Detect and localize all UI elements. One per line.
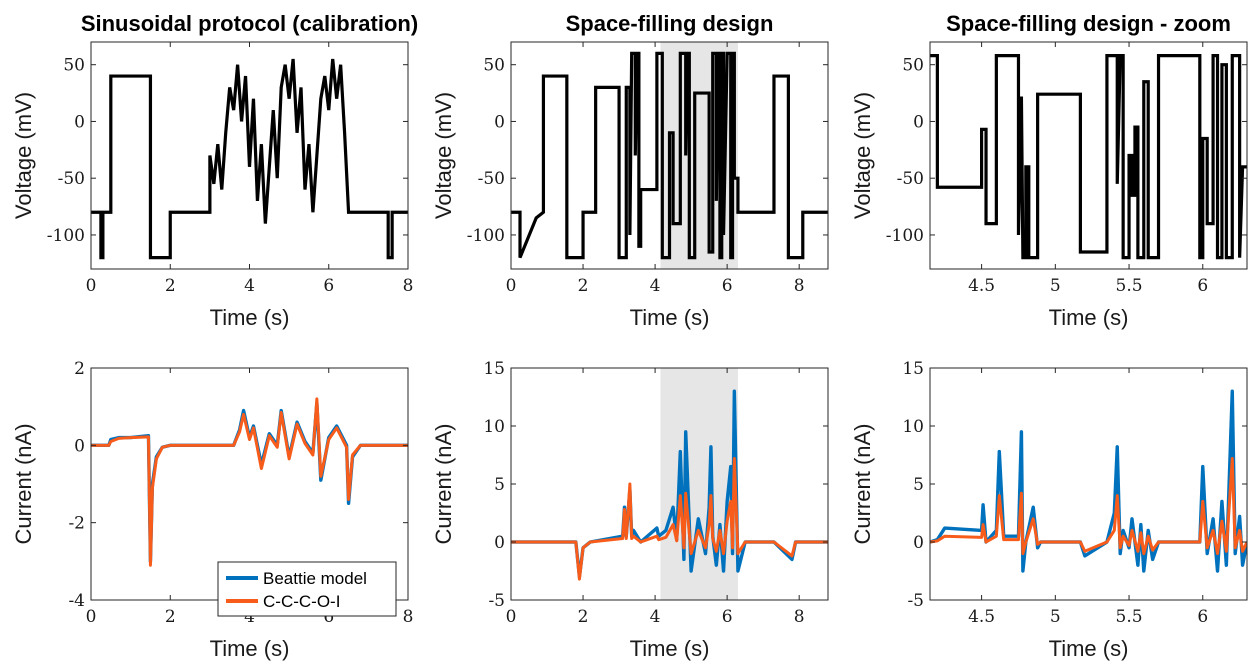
ccoi-trace — [91, 397, 408, 567]
ccoi-trace — [511, 456, 828, 581]
x-tick-label: 6 — [722, 276, 733, 296]
y-axis-label: Current (nA) — [850, 423, 875, 544]
y-tick-label: -5 — [907, 591, 924, 611]
plot-area — [930, 389, 1247, 573]
voltage-trace — [511, 51, 828, 260]
y-axis-label: Voltage (mV) — [11, 92, 36, 219]
y-tick-label: 15 — [902, 359, 924, 379]
x-axis-label: Time (s) — [210, 305, 290, 330]
chart-spacefilling-voltage: 0 2 4 6 8 -100 -50 0 50 Time (s) Voltage (mV) Space… — [431, 11, 829, 330]
chart-sinusoidal-voltage: 0 2 4 6 8 -100 -50 0 50 Time (s) Voltage (mV) Sinus… — [11, 11, 418, 330]
voltage-trace — [930, 54, 1247, 260]
y-tick-label: -2 — [68, 514, 85, 534]
y-tick-label: 5 — [494, 475, 505, 495]
y-tick-label: 0 — [494, 112, 505, 132]
voltage-trace — [91, 58, 408, 260]
axes-box — [929, 367, 1248, 601]
plot-area — [91, 397, 408, 567]
x-tick-label: 0 — [506, 276, 517, 296]
x-tick-label: 5 — [1050, 607, 1061, 627]
chart-zoom-voltage: 4.5 5 5.5 6 -100 -50 0 50 Time (s) Voltage (mV) Sp… — [850, 11, 1248, 330]
y-tick-label: -50 — [58, 169, 85, 189]
y-tick-label: 5 — [913, 475, 924, 495]
y-tick-label: 50 — [902, 56, 924, 76]
x-tick-label: 5.5 — [1116, 607, 1143, 627]
chart-sinusoidal-current: 0 2 4 6 8 -4 -2 0 2 Time (s) Current (nA) — [11, 359, 413, 661]
plot-area — [511, 389, 828, 581]
x-tick-label: 4 — [244, 276, 255, 296]
y-tick-label: 0 — [74, 436, 85, 456]
plot-area — [91, 58, 408, 260]
plot-area — [511, 51, 828, 260]
legend-entry-ccoi: C-C-C-O-I — [263, 592, 340, 611]
legend-entry-beattie: Beattie model — [263, 569, 367, 588]
y-tick-label: -4 — [68, 591, 85, 611]
x-tick-label: 4.5 — [968, 276, 995, 296]
x-tick-label: 4 — [650, 607, 661, 627]
x-tick-label: 5 — [1050, 276, 1061, 296]
x-tick-label: 4 — [650, 276, 661, 296]
legend-box — [217, 561, 397, 617]
chart-zoom-current: 4.5 5 5.5 6 -5 0 5 10 15 Time (s) Current (nA) — [850, 359, 1248, 661]
x-tick-label: 8 — [794, 276, 805, 296]
beattie-model-trace — [91, 401, 408, 564]
x-tick-label: 2 — [165, 607, 176, 627]
chart-title: Sinusoidal protocol (calibration) — [81, 11, 418, 36]
chart-title: Space-filling design — [566, 11, 774, 36]
x-axis-label: Time (s) — [1049, 636, 1129, 661]
axes-box — [510, 41, 829, 270]
y-axis-label: Current (nA) — [431, 423, 456, 544]
x-axis-label: Time (s) — [630, 636, 710, 661]
legend: Beattie model C-C-C-O-I — [217, 561, 397, 617]
axes-box — [929, 41, 1248, 270]
y-tick-label: 0 — [494, 533, 505, 553]
plot-area — [930, 54, 1247, 260]
y-tick-label: -50 — [897, 169, 924, 189]
x-tick-label: 8 — [403, 276, 414, 296]
y-tick-label: 10 — [902, 417, 924, 437]
y-tick-label: 50 — [63, 56, 85, 76]
y-axis-label: Voltage (mV) — [850, 92, 875, 219]
x-tick-label: 0 — [86, 607, 97, 627]
x-tick-label: 6 — [1197, 276, 1208, 296]
y-tick-label: -5 — [488, 591, 505, 611]
x-tick-label: 6 — [323, 607, 334, 627]
y-tick-label: -100 — [467, 226, 505, 246]
x-axis-label: Time (s) — [1049, 305, 1129, 330]
y-tick-label: 10 — [483, 417, 505, 437]
x-tick-label: 0 — [86, 276, 97, 296]
x-axis-label: Time (s) — [630, 305, 710, 330]
x-tick-label: 4 — [244, 607, 255, 627]
y-tick-label: -100 — [886, 226, 924, 246]
x-tick-label: 5.5 — [1116, 276, 1143, 296]
x-tick-label: 2 — [578, 276, 589, 296]
y-tick-label: 50 — [483, 56, 505, 76]
x-tick-label: 2 — [165, 276, 176, 296]
x-tick-label: 4.5 — [968, 607, 995, 627]
x-tick-label: 6 — [722, 607, 733, 627]
y-tick-label: 15 — [483, 359, 505, 379]
x-tick-label: 2 — [578, 607, 589, 627]
x-tick-label: 6 — [1197, 607, 1208, 627]
x-axis-label: Time (s) — [210, 636, 290, 661]
x-tick-label: 8 — [794, 607, 805, 627]
y-tick-label: 0 — [913, 533, 924, 553]
y-axis-label: Voltage (mV) — [431, 92, 456, 219]
zoom-highlight-region — [660, 368, 738, 600]
y-tick-label: 0 — [913, 112, 924, 132]
y-tick-label: 2 — [74, 359, 85, 379]
ccoi-trace — [930, 456, 1247, 556]
y-axis-label: Current (nA) — [11, 423, 36, 544]
x-tick-label: 8 — [403, 607, 414, 627]
x-tick-label: 6 — [323, 276, 334, 296]
x-tick-label: 0 — [506, 607, 517, 627]
y-tick-label: -50 — [478, 169, 505, 189]
y-tick-label: -100 — [47, 226, 85, 246]
y-tick-label: 0 — [74, 112, 85, 132]
beattie-model-trace — [930, 389, 1247, 573]
chart-title: Space-filling design - zoom — [946, 11, 1231, 36]
